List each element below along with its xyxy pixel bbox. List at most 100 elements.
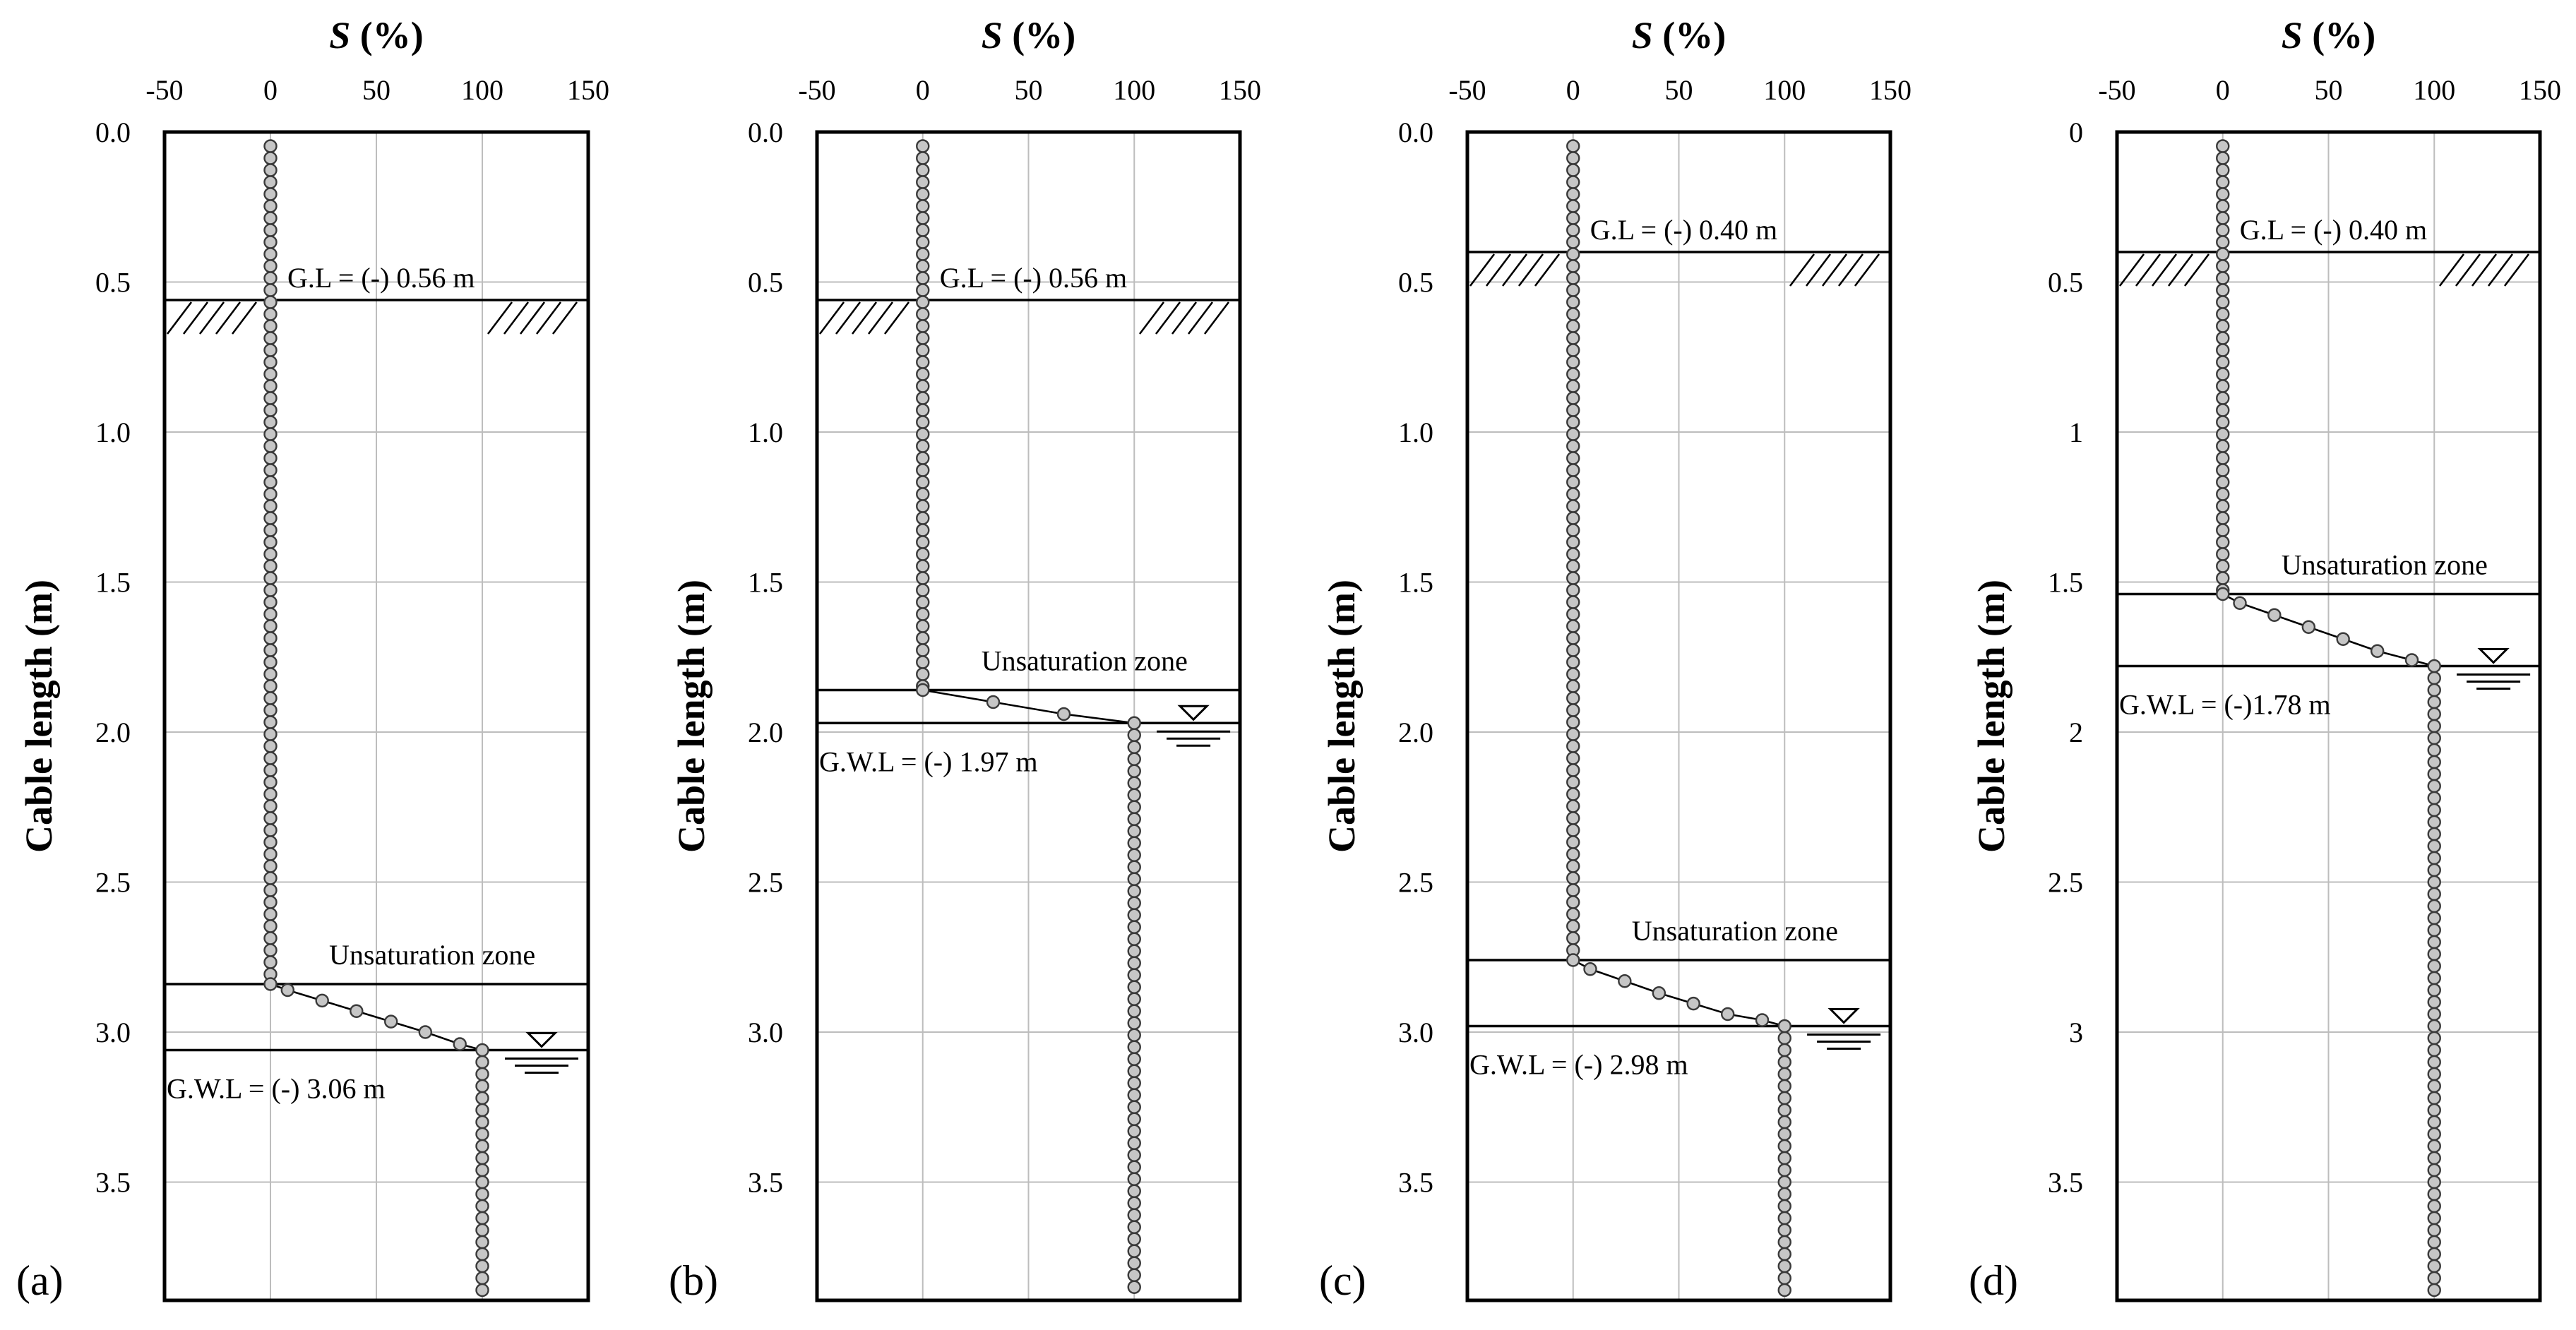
x-axis-title: S (%) <box>982 14 1076 56</box>
y-tick-label: 0.0 <box>748 116 783 148</box>
data-point <box>916 403 930 417</box>
x-axis-title-unit: (%) <box>350 14 423 56</box>
data-point <box>2216 247 2230 261</box>
ground-level-label: G.L = (-) 0.40 m <box>1590 214 1777 246</box>
ground-hatch <box>1469 253 1880 287</box>
data-point <box>1566 883 1580 897</box>
data-point <box>263 895 278 909</box>
data-point <box>916 683 930 697</box>
data-point <box>2427 983 2441 997</box>
data-point <box>2216 355 2230 369</box>
series-saturated <box>475 1055 489 1298</box>
data-point <box>916 223 930 237</box>
y-tick-label: 2.0 <box>1398 717 1433 748</box>
data-point <box>1777 1043 1791 1058</box>
data-point <box>1566 223 1580 237</box>
data-point <box>2216 259 2230 273</box>
data-point <box>1127 848 1141 862</box>
data-point <box>2427 899 2441 913</box>
hatch-stroke <box>2455 253 2481 287</box>
y-tick-label: 2.0 <box>95 717 131 748</box>
unsaturation-zone-label: Unsaturation zone <box>329 939 535 971</box>
ground-level-label: G.L = (-) 0.40 m <box>2240 214 2427 246</box>
data-point <box>1777 1163 1791 1178</box>
y-tick-label: 1.0 <box>95 417 131 448</box>
x-tick-label: -50 <box>2098 74 2135 106</box>
data-point <box>2216 307 2230 321</box>
data-point <box>475 1091 489 1106</box>
data-point <box>2216 223 2230 237</box>
data-point <box>263 283 278 297</box>
data-point <box>1127 1280 1141 1294</box>
data-point <box>263 571 278 585</box>
data-point <box>1566 271 1580 285</box>
data-point <box>2216 187 2230 201</box>
transition-line <box>922 689 1135 724</box>
data-point <box>1777 1187 1791 1202</box>
data-point <box>475 1115 489 1130</box>
data-point <box>263 511 278 525</box>
ground-level-label: G.L = (-) 0.56 m <box>287 262 475 294</box>
data-point <box>1566 187 1580 201</box>
data-point <box>1618 974 1632 988</box>
plot-frame <box>815 130 1242 1302</box>
data-point <box>475 1187 489 1202</box>
series-saturated <box>1777 1031 1791 1298</box>
data-point <box>1566 283 1580 297</box>
data-point <box>1566 259 1580 273</box>
x-tick-label: 150 <box>567 74 609 106</box>
data-point <box>1777 1091 1791 1106</box>
x-tick-label: 50 <box>2315 74 2343 106</box>
data-point <box>2427 1211 2441 1226</box>
data-point <box>2427 1043 2441 1058</box>
data-point <box>2427 1055 2441 1070</box>
x-tick-label: 0 <box>1566 74 1580 106</box>
hatch-stroke <box>883 301 910 335</box>
data-point <box>1566 775 1580 789</box>
data-point <box>916 307 930 321</box>
data-point <box>2216 463 2230 477</box>
data-point <box>916 319 930 333</box>
y-tick-label: 2.0 <box>748 717 783 748</box>
data-point <box>916 235 930 249</box>
data-point <box>1127 896 1141 910</box>
data-point <box>1566 619 1580 633</box>
series-dry <box>2216 139 2230 597</box>
groundwater-level-label: G.W.L = (-) 3.06 m <box>167 1073 386 1105</box>
data-point <box>916 175 930 189</box>
data-point <box>1777 1175 1791 1190</box>
water-table-triangle <box>1177 705 1210 721</box>
data-point <box>263 367 278 381</box>
y-axis-title: Cable length (m) <box>18 580 60 853</box>
x-tick-label: -50 <box>145 74 183 106</box>
data-point <box>1566 367 1580 381</box>
data-point <box>2427 1247 2441 1262</box>
y-tick-label: 1.5 <box>1398 567 1433 599</box>
data-point <box>263 211 278 225</box>
data-point <box>1777 1235 1791 1250</box>
y-tick-label: 2.5 <box>95 867 131 899</box>
data-point <box>1127 968 1141 982</box>
data-point <box>1566 427 1580 441</box>
data-point <box>1566 919 1580 933</box>
data-point <box>1127 1016 1141 1030</box>
data-point <box>2427 875 2441 889</box>
plot-frame <box>1465 130 1892 1302</box>
data-point <box>280 983 294 997</box>
data-point <box>1566 511 1580 525</box>
hatch-stroke <box>1138 301 1165 335</box>
data-point <box>475 1139 489 1154</box>
data-point <box>2427 1103 2441 1118</box>
data-point <box>1127 1136 1141 1150</box>
data-point <box>263 787 278 801</box>
hatch-stroke <box>519 301 546 335</box>
hatch-stroke <box>231 301 258 335</box>
hatch-stroke <box>487 301 513 335</box>
data-point <box>916 367 930 381</box>
data-point <box>2216 379 2230 393</box>
data-point <box>263 415 278 429</box>
data-point <box>263 499 278 513</box>
data-point <box>2216 211 2230 225</box>
data-point <box>1127 836 1141 850</box>
data-point <box>1566 871 1580 885</box>
